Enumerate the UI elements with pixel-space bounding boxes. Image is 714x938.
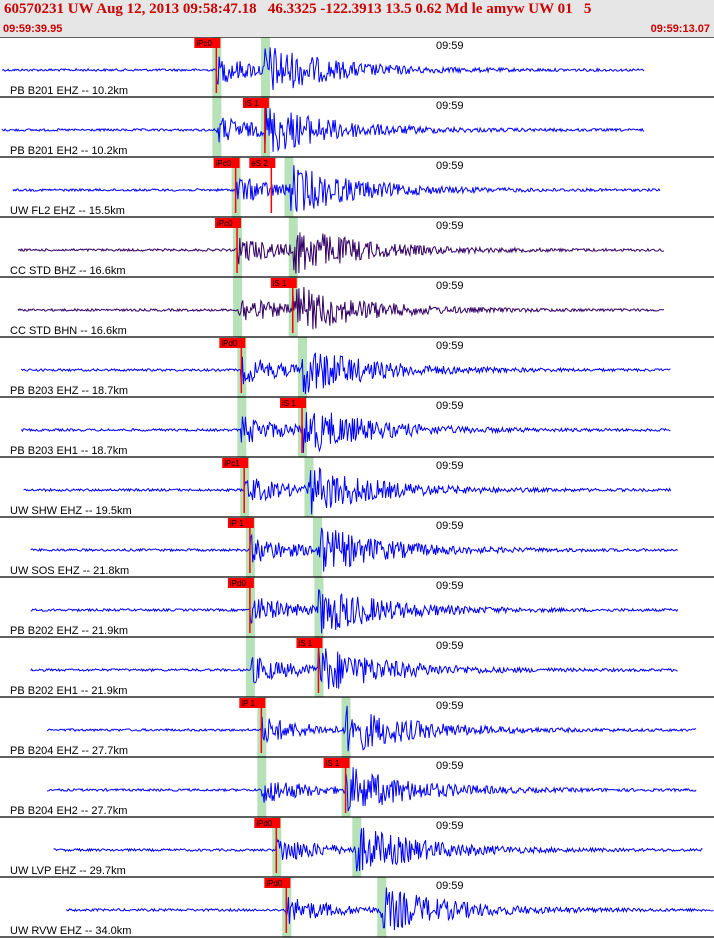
pick-box-2-1	[249, 158, 276, 168]
pick-box-3-0	[215, 218, 242, 228]
trace-label-5: PB B203 EHZ -- 18.7km	[10, 385, 128, 397]
time-tick-label-4: 09:59	[436, 280, 464, 292]
time-tick-label-12: 09:59	[436, 760, 464, 772]
waveform-6	[20, 412, 671, 453]
waveform-5	[20, 352, 671, 395]
pick-label-7-0: iPc1	[224, 459, 240, 468]
time-tick-label-11: 09:59	[436, 700, 464, 712]
pick-box-8-0	[227, 518, 254, 528]
phase-window-0-1	[260, 37, 270, 97]
time-tick-label-14: 09:59	[436, 880, 464, 892]
waveform-11	[46, 705, 697, 752]
pick-box-4-0	[270, 278, 297, 288]
phase-window-11-1	[341, 697, 351, 757]
event-title: 60570231 UW Aug 12, 2013 09:58:47.18 46.…	[4, 1, 592, 17]
pick-label-1-0: iS 1	[245, 99, 259, 108]
trace-label-13: UW LVP EHZ -- 29.7km	[10, 865, 126, 877]
event-header: 60570231 UW Aug 12, 2013 09:58:47.18 46.…	[0, 0, 714, 37]
pick-label-11-0: iP 1	[241, 699, 255, 708]
time-tick-label-3: 09:59	[436, 220, 464, 232]
waveform-7	[23, 466, 672, 515]
trace-label-7: UW SHW EHZ -- 19.5km	[10, 505, 132, 517]
pick-label-3-0: iPc0	[217, 219, 233, 228]
phase-window-12-0	[257, 757, 267, 817]
pick-box-7-0	[222, 458, 249, 468]
waveform-2	[12, 165, 661, 212]
phase-window-4-0	[233, 277, 243, 337]
pick-label-8-0: iP 1	[230, 519, 244, 528]
waveform-14	[66, 887, 714, 931]
pick-box-14-0	[264, 878, 291, 888]
pick-label-5-0: iPd0	[221, 339, 238, 348]
time-tick-label-1: 09:59	[436, 100, 464, 112]
time-tick-label-8: 09:59	[436, 520, 464, 532]
phase-window-3-1	[288, 217, 298, 277]
waveform-13	[53, 827, 703, 872]
time-tick-label-6: 09:59	[436, 400, 464, 412]
pick-label-12-0: iS 1	[326, 759, 340, 768]
trace-label-3: CC STD BHZ -- 16.6km	[10, 265, 126, 277]
time-tick-label-13: 09:59	[436, 820, 464, 832]
phase-window-2-1	[284, 157, 294, 217]
time-tick-label-5: 09:59	[436, 340, 464, 352]
trace-label-1: PB B201 EH2 -- 10.2km	[10, 145, 127, 157]
trace-label-8: UW SOS EHZ -- 21.8km	[10, 565, 129, 577]
pick-label-4-0: iS 1	[273, 279, 287, 288]
pick-box-2-0	[213, 158, 240, 168]
pick-label-6-0: iS 1	[282, 399, 296, 408]
waveform-0	[1, 47, 645, 91]
pick-box-11-0	[239, 698, 266, 708]
pick-label-14-0: iPd0	[266, 879, 283, 888]
phase-window-7-1	[304, 457, 314, 517]
phase-window-8-1	[313, 517, 323, 577]
trace-label-0: PB B201 EHZ -- 10.2km	[10, 85, 128, 97]
pick-label-2-0: iPc0	[216, 159, 232, 168]
phase-window-1-0	[212, 97, 222, 157]
time-tick-label-10: 09:59	[436, 640, 464, 652]
pick-box-5-0	[219, 338, 246, 348]
end-time-label: 09:59:13.07	[650, 23, 710, 35]
time-tick-label-7: 09:59	[436, 460, 464, 472]
time-tick-label-2: 09:59	[436, 160, 464, 172]
phase-window-10-0	[245, 637, 255, 697]
pick-box-6-0	[280, 398, 307, 408]
time-tick-label-9: 09:59	[436, 580, 464, 592]
waveform-4	[17, 286, 665, 330]
pick-box-12-0	[323, 758, 350, 768]
pick-box-13-0	[254, 818, 281, 828]
trace-label-4: CC STD BHN -- 16.6km	[10, 325, 127, 337]
trace-label-10: PB B202 EH1 -- 21.9km	[10, 685, 127, 697]
waveform-10	[30, 647, 678, 690]
pick-label-13-0: iPd0	[256, 819, 273, 828]
waveform-12	[46, 767, 697, 812]
pick-box-9-0	[227, 578, 254, 588]
start-time-label: 09:59:39.95	[3, 23, 63, 35]
trace-label-2: UW FL2 EHZ -- 15.5km	[10, 205, 125, 217]
waveform-1	[1, 106, 645, 153]
pick-box-1-0	[242, 98, 269, 108]
waveform-8	[30, 527, 679, 572]
waveform-3	[17, 232, 665, 274]
trace-label-11: PB B204 EHZ -- 27.7km	[10, 745, 128, 757]
phase-window-9-1	[314, 577, 324, 637]
pick-label-9-0: iPd0	[230, 579, 247, 588]
time-tick-label-0: 09:59	[436, 40, 464, 52]
trace-label-14: UW RVW EHZ -- 34.0km	[10, 925, 131, 937]
trace-label-6: PB B203 EH1 -- 18.7km	[10, 445, 127, 457]
pick-label-10-0: iS 1	[298, 639, 312, 648]
phase-window-13-1	[352, 817, 362, 877]
pick-box-10-0	[296, 638, 323, 648]
waveform-9	[30, 589, 679, 634]
pick-label-0-0: iPc0	[196, 39, 212, 48]
pick-label-2-1: eS 2	[251, 159, 268, 168]
trace-label-12: PB B204 EH2 -- 27.7km	[10, 805, 127, 817]
seismogram-plot: iPc0 09:59 PB B201 EHZ -- 10.2km iS 1 09:59 P…	[0, 37, 714, 938]
pick-box-0-0	[194, 38, 221, 48]
phase-window-14-1	[377, 877, 387, 937]
trace-label-9: PB B202 EHZ -- 21.9km	[10, 625, 128, 637]
